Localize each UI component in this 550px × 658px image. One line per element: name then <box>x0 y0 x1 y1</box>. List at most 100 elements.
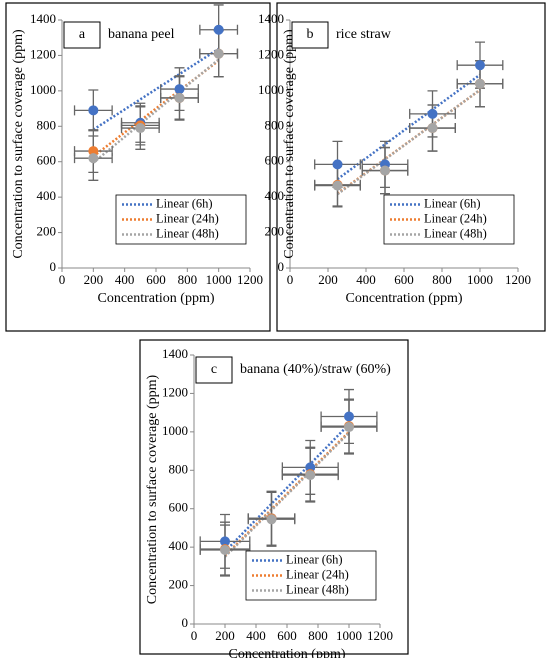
y-tick-label: 1200 <box>258 46 284 61</box>
legend-box <box>245 550 377 601</box>
trendline <box>224 423 350 553</box>
panel-label: c <box>211 362 217 377</box>
y-tick-label: 200 <box>37 224 57 239</box>
x-tick-label: 1200 <box>367 628 393 643</box>
y-tick-label: 1400 <box>30 11 56 26</box>
panel-label: a <box>79 27 86 42</box>
data-point <box>344 422 354 433</box>
error-bar <box>456 60 504 108</box>
trendline <box>336 73 481 181</box>
data-point <box>475 60 485 71</box>
data-point <box>427 108 438 119</box>
x-tick-label: 800 <box>178 272 198 287</box>
x-tick-label: 1000 <box>467 272 493 287</box>
data-point <box>475 78 485 89</box>
x-tick-label: 200 <box>84 272 104 287</box>
y-tick-label: 1400 <box>258 11 284 26</box>
legend-label: Linear (48h) <box>156 226 219 240</box>
legend-label: Linear (6h) <box>424 196 481 210</box>
data-point <box>344 411 354 422</box>
panel: 0 200 400 600 800 1000 1200 0 200 400 600 800 1000 12… <box>258 2 546 332</box>
y-tick-label: 0 <box>182 615 189 630</box>
x-tick-label: 1000 <box>206 272 232 287</box>
x-tick-label: 1000 <box>336 628 362 643</box>
x-axis-label: Concentration (ppm) <box>345 291 462 306</box>
data-point <box>380 165 390 176</box>
y-tick-label: 800 <box>169 461 189 476</box>
x-tick-label: 400 <box>246 628 266 643</box>
y-tick-label: 1200 <box>162 384 188 399</box>
x-tick-label: 0 <box>287 272 294 287</box>
panel-frame <box>139 339 409 655</box>
x-axis-label: Concentration (ppm) <box>228 647 345 658</box>
x-tick-label: 800 <box>432 272 452 287</box>
x-tick-label: 200 <box>318 272 338 287</box>
x-tick-label: 400 <box>356 272 376 287</box>
data-point <box>88 153 99 164</box>
trendline <box>92 47 220 131</box>
data-point <box>220 545 230 556</box>
data-point <box>174 92 185 103</box>
legend-label: Linear (48h) <box>424 226 487 240</box>
x-tick-label: 600 <box>394 272 414 287</box>
data-point <box>174 84 185 95</box>
y-axis-label: Concentration to surface coverage (ppm) <box>11 29 26 259</box>
legend-label: Linear (6h) <box>156 196 213 210</box>
y-tick-label: 200 <box>265 224 285 239</box>
x-tick-label: 800 <box>308 628 328 643</box>
y-tick-label: 1200 <box>30 46 56 61</box>
panel: 0 200 400 600 800 1000 1200 0 200 400 600 800 1000 12… <box>5 2 271 332</box>
panel: 0 200 400 600 800 1000 1200 0 200 400 600 800 1000 12… <box>139 339 409 658</box>
y-tick-label: 800 <box>265 117 285 132</box>
data-point <box>305 470 316 481</box>
trendline <box>92 58 220 164</box>
panel-frame <box>5 2 271 332</box>
x-tick-label: 0 <box>59 272 66 287</box>
panel-label: b <box>307 27 314 42</box>
annotation: banana (40%)/straw (60%) <box>240 362 391 377</box>
panel-label-box <box>291 21 329 49</box>
legend-label: Linear (6h) <box>286 552 343 566</box>
data-point <box>332 180 343 191</box>
y-tick-label: 200 <box>169 577 189 592</box>
y-tick-label: 1000 <box>258 82 284 97</box>
data-point <box>266 514 277 525</box>
legend-label: Linear (48h) <box>286 582 349 596</box>
y-tick-label: 400 <box>265 188 285 203</box>
x-tick-label: 200 <box>215 628 235 643</box>
y-tick-label: 600 <box>265 153 285 168</box>
data-point <box>427 123 438 134</box>
panel-frame <box>276 2 546 332</box>
y-tick-label: 400 <box>37 188 57 203</box>
x-tick-label: 1200 <box>505 272 531 287</box>
y-axis-label: Concentration to surface coverage (ppm) <box>282 29 297 259</box>
y-tick-label: 1000 <box>162 423 188 438</box>
x-tick-label: 600 <box>146 272 166 287</box>
data-point <box>88 146 99 157</box>
y-tick-label: 0 <box>278 259 285 274</box>
legend-box <box>115 194 247 245</box>
data-point <box>332 159 343 170</box>
trendline <box>224 431 350 558</box>
y-tick-label: 400 <box>169 538 189 553</box>
data-point <box>135 123 146 134</box>
x-tick-label: 400 <box>115 272 135 287</box>
error-bar <box>120 106 160 150</box>
legend-label: Linear (24h) <box>424 211 487 225</box>
x-tick-label: 600 <box>277 628 297 643</box>
data-point <box>213 48 224 59</box>
y-tick-label: 1000 <box>30 82 56 97</box>
data-point <box>213 24 224 35</box>
annotation: banana peel <box>108 27 175 42</box>
trendline <box>336 88 481 196</box>
y-tick-label: 600 <box>169 500 189 515</box>
x-axis-label: Concentration (ppm) <box>97 291 214 306</box>
panel-label-box <box>63 21 101 49</box>
y-axis-label: Concentration to surface coverage (ppm) <box>145 374 160 604</box>
x-tick-label: 0 <box>191 628 198 643</box>
y-tick-label: 800 <box>37 117 57 132</box>
legend-box <box>383 194 515 245</box>
legend-label: Linear (24h) <box>156 211 219 225</box>
annotation: rice straw <box>336 27 392 42</box>
